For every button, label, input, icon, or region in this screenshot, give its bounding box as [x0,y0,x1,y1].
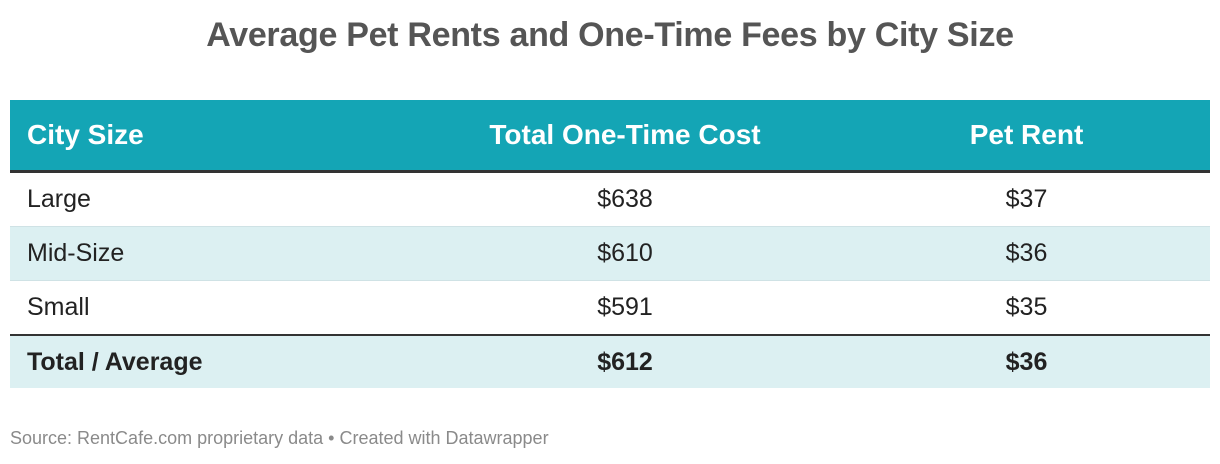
cell-city-size: Small [10,280,407,336]
cell-one-time-cost: $638 [407,171,843,227]
chart-title: Average Pet Rents and One-Time Fees by C… [206,16,1014,54]
cell-total-label: Total / Average [10,335,407,388]
data-table: City Size Total One-Time Cost Pet Rent L… [10,100,1210,388]
total-row: Total / Average $612 $36 [10,335,1210,388]
cell-one-time-cost: $610 [407,226,843,281]
column-header-one-time-cost: Total One-Time Cost [407,100,843,173]
cell-pet-rent: $35 [843,280,1210,336]
column-header-city-size: City Size [10,100,407,173]
cell-pet-rent: $37 [843,171,1210,227]
column-header-pet-rent: Pet Rent [843,100,1210,173]
table-row: Mid-Size $610 $36 [10,226,1210,281]
cell-total-one-time-cost: $612 [407,335,843,388]
cell-pet-rent: $36 [843,226,1210,281]
table-row: Large $638 $37 [10,171,1210,227]
table-header-row: City Size Total One-Time Cost Pet Rent [10,100,1210,173]
cell-one-time-cost: $591 [407,280,843,336]
cell-city-size: Large [10,171,407,227]
source-footer: Source: RentCafe.com proprietary data • … [10,428,549,448]
table-row: Small $591 $35 [10,280,1210,336]
cell-average-pet-rent: $36 [843,335,1210,388]
cell-city-size: Mid-Size [10,226,407,281]
